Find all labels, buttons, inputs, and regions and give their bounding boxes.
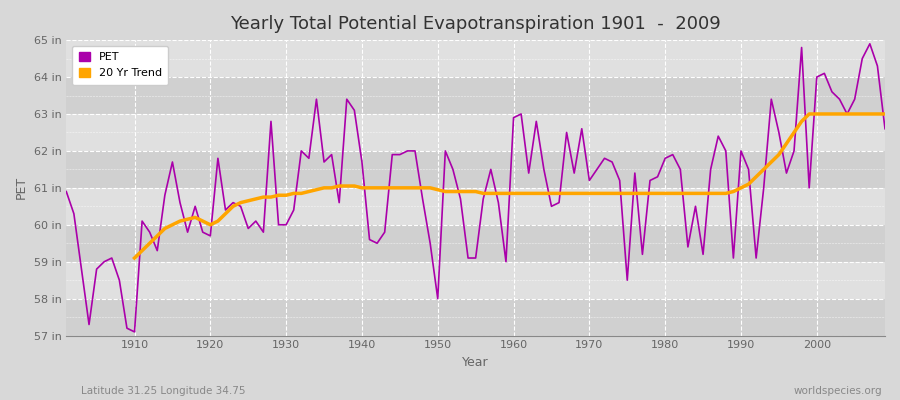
Y-axis label: PET: PET (15, 176, 28, 200)
X-axis label: Year: Year (463, 356, 489, 369)
Text: worldspecies.org: worldspecies.org (794, 386, 882, 396)
Bar (67, 299, 885, 336)
Bar (67, 77, 885, 114)
Bar (67, 151, 885, 188)
Title: Yearly Total Potential Evapotranspiration 1901  -  2009: Yearly Total Potential Evapotranspiratio… (230, 15, 721, 33)
Bar (67, 114, 885, 151)
Legend: PET, 20 Yr Trend: PET, 20 Yr Trend (72, 46, 168, 85)
Bar (67, 262, 885, 299)
Text: Latitude 31.25 Longitude 34.75: Latitude 31.25 Longitude 34.75 (81, 386, 246, 396)
Bar (67, 225, 885, 262)
Bar (67, 40, 885, 77)
Bar (67, 188, 885, 225)
